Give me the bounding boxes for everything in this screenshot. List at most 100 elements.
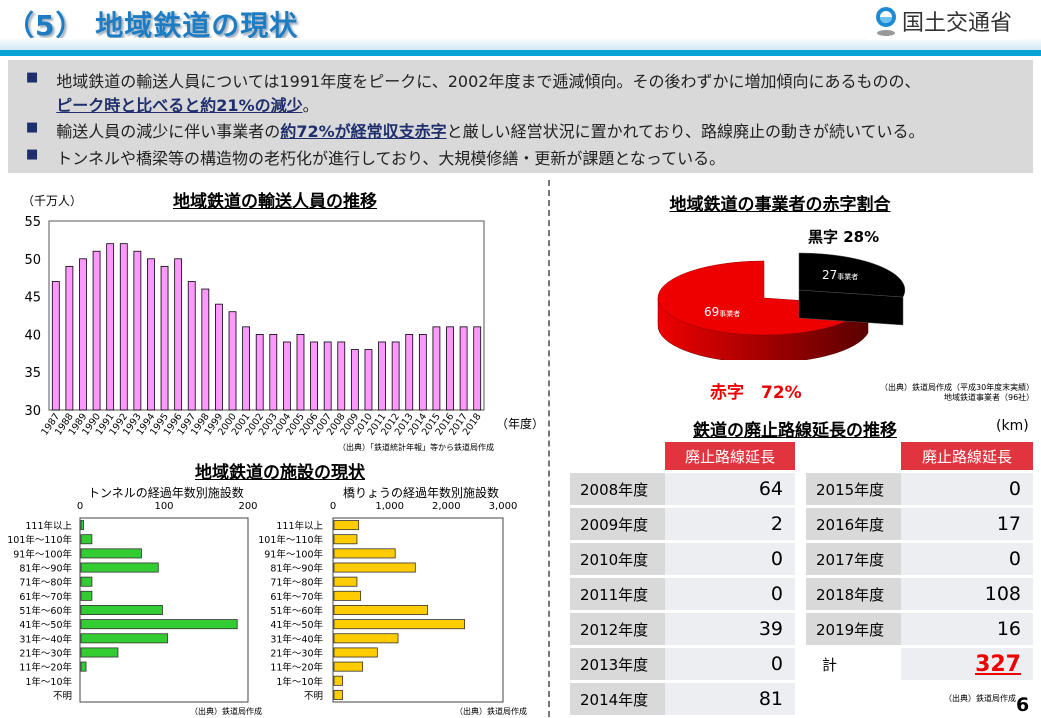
- bridge-source: （出典）鉄道局作成: [455, 707, 527, 716]
- profit-count: 27事業者: [822, 268, 858, 282]
- y-axis-unit: （千万人）: [22, 194, 83, 208]
- y-tick-label: 30: [24, 404, 41, 419]
- year-cell: 2008年度: [570, 473, 665, 505]
- table-row: 2011年度 0: [570, 578, 795, 610]
- bar-111年以上: [80, 520, 84, 531]
- pie-source-2: 地域鉄道事業者（96社）: [944, 393, 1035, 402]
- table-unit: (km): [996, 418, 1029, 434]
- x-tick-label: 1,000: [375, 501, 404, 512]
- length-value-cell: 0: [665, 578, 795, 610]
- category-label: 41年～50年: [270, 619, 323, 631]
- deficit-count-unit: 事業者: [719, 310, 741, 318]
- bar-1994: [147, 258, 155, 411]
- y-tick-label: 50: [24, 253, 41, 268]
- profit-label: 黒字 28%: [808, 228, 880, 246]
- table-header-row: 廃止路線延長: [570, 442, 795, 470]
- deficit-count: 69事業者: [704, 305, 740, 319]
- category-label: 21年～30年: [270, 647, 323, 659]
- bar-31年～40年: [80, 633, 168, 644]
- table-row: 2018年度 108: [806, 578, 1033, 610]
- bar-2016: [446, 326, 454, 411]
- deficit-label: 赤字 72%: [710, 383, 802, 403]
- summary-bullet-2: ■ 輸送人員の減少に伴い事業者の約72%が経常収支赤字と厳しい経営状況に置かれて…: [26, 118, 925, 142]
- bar-51年～60年: [80, 605, 163, 615]
- bar-1988: [65, 265, 74, 411]
- table-header-row: 廃止路線延長: [806, 442, 1033, 470]
- year-cell: 2012年度: [570, 613, 665, 645]
- table-row: 2015年度 0: [806, 473, 1033, 505]
- bar-1999: [215, 303, 223, 411]
- bar-71年～80年: [80, 576, 93, 587]
- category-label: 91年～100年: [264, 548, 323, 560]
- bullet-1-text: 地域鉄道の輸送人員については1991年度をピークに、2002年度まで逓減傾向。そ…: [56, 72, 921, 91]
- y-tick-label: 55: [24, 215, 41, 230]
- category-label: 1年～10年: [25, 676, 72, 688]
- category-label: 71年～80年: [270, 577, 323, 589]
- abandoned-lines-table-left: 廃止路線延長 2008年度 64 2009年度 2 2010年度 0 2011年度 0 2012年…: [570, 439, 795, 718]
- x-tick-label: 3,000: [489, 501, 518, 512]
- bar-1995: [160, 265, 169, 411]
- column-header: 廃止路線延長: [901, 442, 1033, 470]
- bar-2001: [242, 326, 251, 411]
- facilities-title: 地域鉄道の施設の現状: [195, 463, 365, 483]
- bar-31年～40年: [333, 633, 399, 644]
- bar-111年以上: [333, 520, 360, 531]
- x-tick-label: 0: [77, 501, 83, 512]
- category-label: 81年～90年: [270, 563, 323, 575]
- header-rule: [0, 50, 1041, 56]
- table-row: 2016年度 17: [806, 508, 1033, 540]
- length-value-cell: 64: [665, 473, 795, 505]
- bar-101年～110年: [333, 534, 358, 545]
- bar-71年～80年: [333, 576, 358, 587]
- bar-1年～10年: [333, 675, 343, 686]
- bar-21年～30年: [80, 647, 119, 658]
- total-value-cell: 327: [901, 648, 1033, 680]
- bar-1987: [51, 281, 60, 411]
- bridge-chart: 0 1,000 2,000 3,000 111年以上 101年～110年 91年～100年 8…: [258, 501, 518, 703]
- bar-2012: [391, 341, 400, 411]
- year-cell: 2018年度: [806, 578, 901, 610]
- bar-2014: [418, 333, 427, 411]
- pie-source-1: （出典）鉄道局作成（平成30年度末実績）: [880, 383, 1035, 392]
- plot-area: [48, 220, 485, 411]
- length-value-cell: 0: [665, 543, 795, 575]
- x-tick-label: 200: [238, 501, 257, 512]
- year-cell: 2014年度: [570, 683, 665, 715]
- year-cell: 2019年度: [806, 613, 901, 645]
- bar-81年～90年: [333, 562, 416, 573]
- bar-2003: [269, 333, 278, 411]
- bar-61年～70年: [333, 590, 362, 601]
- ridership-chart-title: 地域鉄道の輸送人員の推移: [173, 192, 377, 212]
- y-tick-label: 35: [24, 366, 41, 381]
- category-label: 21年～30年: [19, 647, 72, 659]
- deficit-chart-title: 地域鉄道の事業者の赤字割合: [669, 195, 891, 215]
- y-tick-label: 40: [24, 328, 41, 343]
- bar-41年～50年: [333, 619, 466, 630]
- summary-bullet-3: ■ トンネルや橋梁等の構造物の老朽化が進行しており、大規模修繕・更新が課題となっ…: [26, 145, 725, 169]
- category-label: 61年～70年: [270, 591, 323, 603]
- table-row: 2019年度 16: [806, 613, 1033, 645]
- category-label: 不明: [53, 691, 72, 702]
- bar-2013: [405, 333, 414, 411]
- bar-1989: [79, 258, 87, 411]
- bar-2005: [296, 333, 305, 411]
- category-label: 41年～50年: [19, 619, 72, 631]
- length-value-cell: 17: [901, 508, 1033, 540]
- plot-area: [79, 517, 249, 703]
- bar-101年～110年: [80, 534, 93, 545]
- bullet-3-text: トンネルや橋梁等の構造物の老朽化が進行しており、大規模修繕・更新が課題となってい…: [56, 149, 726, 168]
- profit-count-value: 27: [822, 268, 838, 282]
- deficit-count-value: 69: [704, 305, 720, 319]
- bar-2015: [432, 326, 441, 411]
- bridge-chart-title: 橋りょうの経過年数別施設数: [343, 486, 500, 500]
- category-label: 111年以上: [276, 520, 323, 532]
- year-cell: 2013年度: [570, 648, 665, 680]
- pie-slice-profit: [798, 252, 906, 298]
- bar-1996: [174, 258, 183, 411]
- table-row: 2008年度 64: [570, 473, 795, 505]
- year-cell: 2009年度: [570, 508, 665, 540]
- ridership-chart: 3035404550551987198819891990199119921993…: [24, 215, 485, 438]
- bullet-square-icon: ■: [26, 147, 39, 162]
- bar-2010: [364, 349, 373, 411]
- tunnel-chart-title: トンネルの経過年数別施設数: [88, 486, 244, 500]
